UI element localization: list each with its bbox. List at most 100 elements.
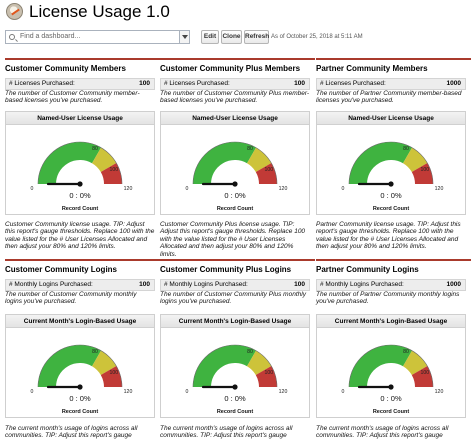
gauge-value: 0 : 0% [380,191,402,200]
edit-button[interactable]: Edit [201,30,219,44]
gauge-heading: Current Month's Login-Based Usage [6,315,154,328]
gauge-chart: 0 80 100 120 0 : 0% Record Count [342,141,443,212]
gauge-label-min: 0 [342,389,345,395]
section-title: Partner Community Logins [316,259,471,275]
gauge-value: 0 : 0% [224,394,246,403]
gauge-panel[interactable]: Current Month's Login-Based Usage 0 80 100… [5,314,155,418]
metric-label: # Licenses Purchased: [9,80,75,87]
gauge-outline [37,141,123,185]
gauge-label-100: 100 [265,167,274,173]
gauge-outline [348,141,434,185]
section-customer-community-members: Customer Community Members # Licenses Pu… [5,58,160,268]
metric-description: The number of Customer Community monthly… [5,291,137,306]
gauge-heading: Current Month's Login-Based Usage [161,315,309,328]
section-title: Customer Community Plus Logins [160,259,315,275]
gauge-outline [37,344,123,388]
gauge-band-green [38,142,101,185]
gauge-band-yellow [91,147,117,173]
metric-value: 100 [294,281,305,288]
gauge-needle-hub [388,384,394,390]
gauge-band-green [193,142,256,185]
gauge-chart: 0 80 100 120 0 : 0% Record Count [31,141,133,212]
section-title: Customer Community Logins [5,259,160,275]
gauge-panel[interactable]: Current Month's Login-Based Usage 0 80 100… [160,314,310,418]
gauge-heading: Named-User License Usage [6,112,154,125]
metric-label: # Monthly Logins Purchased: [9,281,93,288]
gauge-heading: Named-User License Usage [161,112,309,125]
gauge-label-80: 80 [403,146,409,152]
gauge-note: Customer Community Plus license usage. T… [160,221,306,258]
gauge-band-green [193,345,256,388]
metric-label: # Licenses Purchased: [164,80,230,87]
gauge-needle-hub [77,384,83,390]
metric-row: # Licenses Purchased: 100 [5,78,155,90]
gauge-chart: 0 80 100 120 0 : 0% Record Count [31,344,133,415]
gauge-logo-icon [6,3,23,20]
gauge-caption: Record Count [373,409,410,415]
gauge-band-green [38,345,101,388]
gauge-caption: Record Count [217,409,254,415]
metric-value: 100 [294,80,305,87]
gauge-panel[interactable]: Current Month's Login-Based Usage 0 80 100… [316,314,466,418]
gauge-value: 0 : 0% [380,394,402,403]
gauge-label-80: 80 [92,349,98,355]
gauge-band-yellow [246,147,272,173]
gauge-needle-hub [232,384,238,390]
gauge-band-yellow [91,350,117,376]
metric-row: # Monthly Logins Purchased: 100 [5,279,155,291]
gauge-note: The current month's usage of logins acro… [160,425,293,440]
gauge-chart: 0 80 100 120 0 : 0% Record Count [186,141,288,212]
gauge-label-min: 0 [186,186,189,192]
dashboard-search-input[interactable]: Find a dashboard... [5,30,190,44]
gauge-band-green [349,345,412,388]
gauge-note: The current month's usage of logins acro… [316,425,449,440]
search-placeholder: Find a dashboard... [20,33,81,40]
gauge-label-min: 0 [186,389,189,395]
section-title: Partner Community Members [316,58,471,74]
metric-label: # Licenses Purchased: [320,80,386,87]
gauge-band-yellow [402,147,428,173]
page-title: License Usage 1.0 [29,2,170,21]
gauge-label-100: 100 [110,370,119,376]
metric-value: 100 [139,80,150,87]
gauge-heading: Current Month's Login-Based Usage [317,315,465,328]
gauge-needle-hub [232,181,238,187]
metric-label: # Monthly Logins Purchased: [320,281,404,288]
section-title: Customer Community Plus Members [160,58,315,74]
metric-value: 1000 [446,80,461,87]
gauge-band-red [100,366,122,388]
gauge-band-yellow [402,350,428,376]
gauge-label-max: 120 [124,186,133,192]
metric-value: 1000 [446,281,461,288]
gauge-panel[interactable]: Named-User License Usage 0 80 100 120 0 : 0%… [160,111,310,215]
gauge-label-100: 100 [421,370,430,376]
gauge-label-100: 100 [110,167,119,173]
section-title: Customer Community Members [5,58,160,74]
gauge-panel[interactable]: Named-User License Usage 0 80 100 120 0 : 0%… [316,111,466,215]
metric-description: The number of Customer Community Plus me… [160,90,310,105]
app-header: License Usage 1.0 [0,0,474,26]
gauge-band-yellow [246,350,272,376]
section-customer-community-plus-members: Customer Community Plus Members # Licens… [160,58,315,268]
gauge-caption: Record Count [373,206,410,212]
gauge-panel[interactable]: Named-User License Usage 0 80 100 120 0 : 0%… [5,111,155,215]
section-partner-community-logins: Partner Community Logins # Monthly Login… [316,259,471,443]
gauge-label-max: 120 [435,389,444,395]
gauge-label-max: 120 [279,186,288,192]
chevron-down-icon[interactable] [179,31,189,43]
gauge-label-max: 120 [124,389,133,395]
gauge-outline [192,344,278,388]
metric-description: The number of Customer Community Plus mo… [160,291,306,306]
section-customer-community-plus-logins: Customer Community Plus Logins # Monthly… [160,259,315,443]
gauge-value: 0 : 0% [69,191,91,200]
metric-value: 100 [139,281,150,288]
gauge-label-100: 100 [421,167,430,173]
gauge-band-red [255,163,277,185]
metric-description: The number of Partner Community monthly … [316,291,460,306]
gauge-label-100: 100 [265,370,274,376]
clone-button[interactable]: Clone [221,30,242,44]
metric-description: The number of Customer Community member-… [5,90,140,105]
as-of-timestamp: As of October 25, 2018 at 5:11 AM [271,34,363,40]
refresh-button[interactable]: Refresh [244,30,269,44]
search-icon [9,34,15,40]
